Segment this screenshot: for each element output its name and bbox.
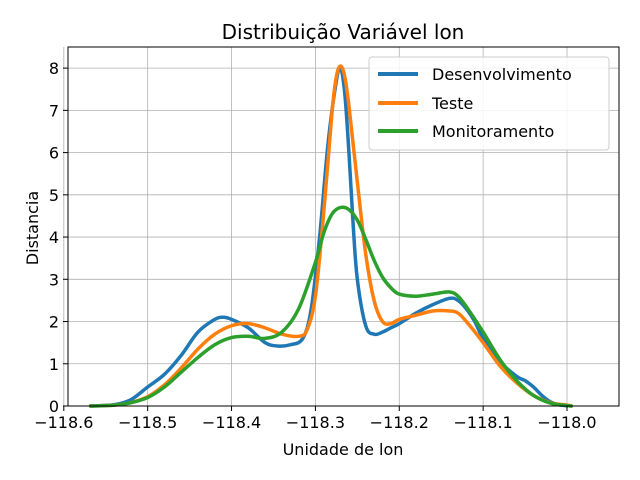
legend-label-monitoramento: Monitoramento [432,122,554,141]
x-tick-label: −118.1 [454,413,513,432]
legend-label-desenvolvimento: Desenvolvimento [432,65,572,84]
y-tick-label: 0 [49,397,59,416]
y-tick-label: 1 [49,355,59,374]
legend-box [368,56,610,151]
plot-frame [67,46,620,407]
x-tick-label: −118.4 [202,413,261,432]
chart-title: Distribuição Variável lon [222,20,465,44]
x-tick-label: −118.3 [286,413,345,432]
x-tick-label: −118.6 [34,413,93,432]
y-tick-label: 4 [49,228,59,247]
x-tick-label: −118.5 [118,413,177,432]
x-axis-label: Unidade de lon [283,440,404,459]
legend-label-teste: Teste [431,94,473,113]
y-tick-label: 8 [49,59,59,78]
y-axis: 0 1 2 3 4 5 6 7 8 [49,59,68,416]
x-tick-label: −118.2 [370,413,429,432]
series-line-monitoramento [88,205,573,408]
y-tick-label: 5 [49,186,59,205]
y-tick-label: 7 [49,101,59,120]
x-tick-label: −118.0 [537,413,596,432]
plot-lines [88,64,573,408]
y-tick-label: 6 [49,144,59,163]
y-tick-label: 2 [49,313,59,332]
y-axis-label: Distancia [23,191,42,265]
x-axis: −118.6 −118.5 −118.4 −118.3 −118.2 −118.1 −118… [34,406,597,432]
series-line-teste [88,64,573,408]
legend: Desenvolvimento Teste Monitoramento [368,56,610,151]
y-tick-label: 3 [49,270,59,289]
